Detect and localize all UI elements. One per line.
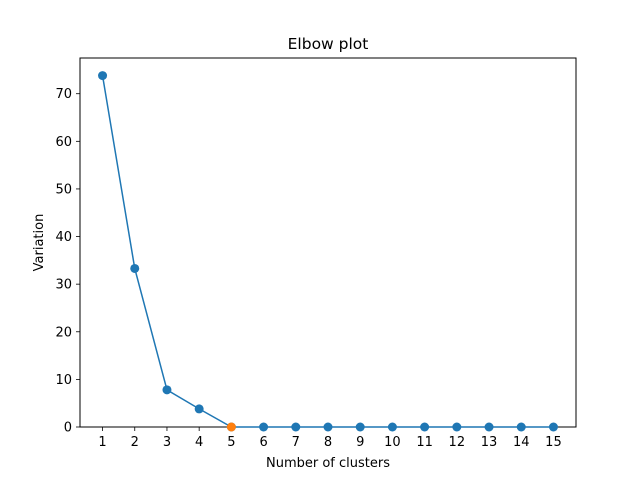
chart-title: Elbow plot bbox=[288, 35, 369, 53]
x-tick-label: 3 bbox=[163, 435, 171, 450]
data-point bbox=[130, 263, 140, 273]
highlight-point bbox=[226, 422, 236, 432]
x-tick-label: 13 bbox=[481, 435, 498, 450]
y-tick-label: 70 bbox=[55, 87, 72, 102]
data-point bbox=[98, 71, 108, 81]
data-point bbox=[291, 422, 301, 432]
y-tick-label: 30 bbox=[55, 278, 72, 293]
data-point bbox=[387, 422, 397, 432]
data-point bbox=[323, 422, 333, 432]
y-tick-label: 60 bbox=[55, 135, 72, 150]
data-point bbox=[452, 422, 462, 432]
x-tick-label: 15 bbox=[545, 435, 562, 450]
x-tick-label: 8 bbox=[324, 435, 332, 450]
data-point bbox=[194, 404, 204, 414]
x-tick-label: 6 bbox=[259, 435, 267, 450]
x-tick-label: 1 bbox=[98, 435, 106, 450]
y-tick-label: 50 bbox=[55, 182, 72, 197]
x-tick-label: 12 bbox=[449, 435, 466, 450]
x-tick-label: 5 bbox=[227, 435, 235, 450]
data-point bbox=[548, 422, 558, 432]
data-point bbox=[420, 422, 430, 432]
y-tick-label: 10 bbox=[55, 373, 72, 388]
x-tick-label: 14 bbox=[513, 435, 530, 450]
y-tick-label: 0 bbox=[64, 421, 72, 436]
series-markers bbox=[98, 71, 558, 432]
x-tick-label: 9 bbox=[356, 435, 364, 450]
x-tick-label: 10 bbox=[384, 435, 401, 450]
data-point bbox=[162, 385, 172, 395]
x-tick-label: 7 bbox=[292, 435, 300, 450]
x-axis-label: Number of clusters bbox=[266, 456, 390, 471]
x-tick-label: 4 bbox=[195, 435, 203, 450]
y-axis: 0 10 20 30 40 50 60 70 bbox=[55, 87, 80, 436]
data-point bbox=[259, 422, 269, 432]
y-tick-label: 20 bbox=[55, 325, 72, 340]
y-axis-label: Variation bbox=[32, 214, 47, 272]
data-point bbox=[516, 422, 526, 432]
data-point bbox=[355, 422, 365, 432]
data-point bbox=[484, 422, 494, 432]
y-tick-label: 40 bbox=[55, 230, 72, 245]
plot-frame bbox=[79, 57, 577, 428]
x-tick-label: 2 bbox=[131, 435, 139, 450]
x-tick-label: 11 bbox=[416, 435, 433, 450]
series-line bbox=[101, 75, 554, 428]
